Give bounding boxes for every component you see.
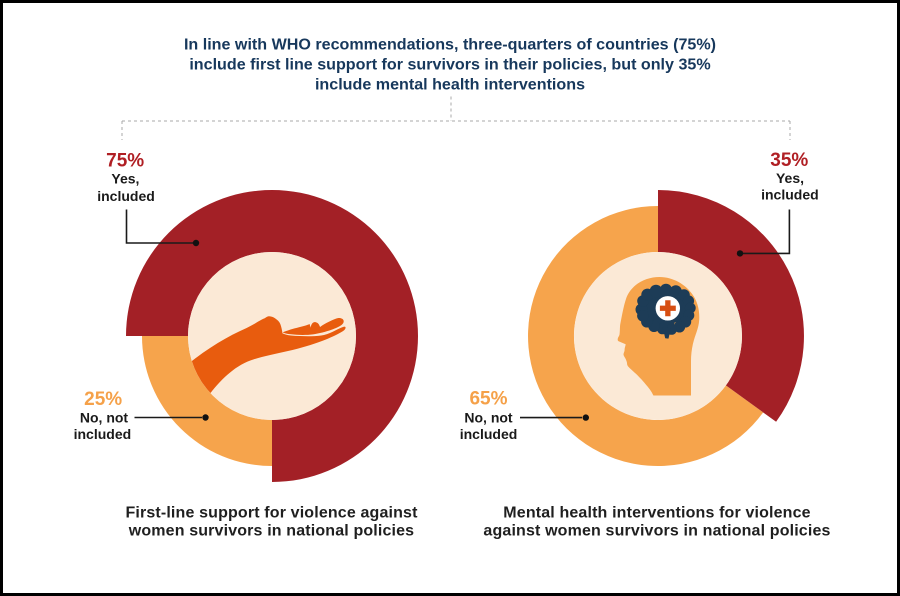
svg-text:25%: 25% bbox=[84, 389, 122, 410]
svg-text:women survivors in national po: women survivors in national policies bbox=[128, 523, 414, 540]
svg-text:No, not: No, not bbox=[464, 410, 513, 426]
svg-text:First-line support for violenc: First-line support for violence against bbox=[125, 505, 418, 522]
svg-text:35%: 35% bbox=[770, 150, 808, 171]
svg-text:included: included bbox=[460, 426, 518, 442]
svg-text:Yes,: Yes, bbox=[776, 170, 804, 186]
svg-text:Mental health interventions fo: Mental health interventions for violence bbox=[503, 505, 810, 522]
svg-text:include mental health interven: include mental health interventions bbox=[315, 76, 585, 94]
svg-text:75%: 75% bbox=[106, 151, 144, 172]
svg-text:included: included bbox=[761, 187, 819, 203]
svg-text:include first line support for: include first line support for survivors… bbox=[189, 56, 710, 74]
svg-text:against women survivors in nat: against women survivors in national poli… bbox=[483, 523, 830, 540]
svg-text:65%: 65% bbox=[469, 389, 507, 410]
svg-text:No, not: No, not bbox=[80, 410, 129, 426]
svg-text:included: included bbox=[97, 188, 155, 204]
svg-text:included: included bbox=[74, 426, 132, 442]
svg-text:In line with WHO recommendatio: In line with WHO recommendations, three-… bbox=[184, 36, 716, 54]
svg-text:Yes,: Yes, bbox=[111, 171, 139, 187]
